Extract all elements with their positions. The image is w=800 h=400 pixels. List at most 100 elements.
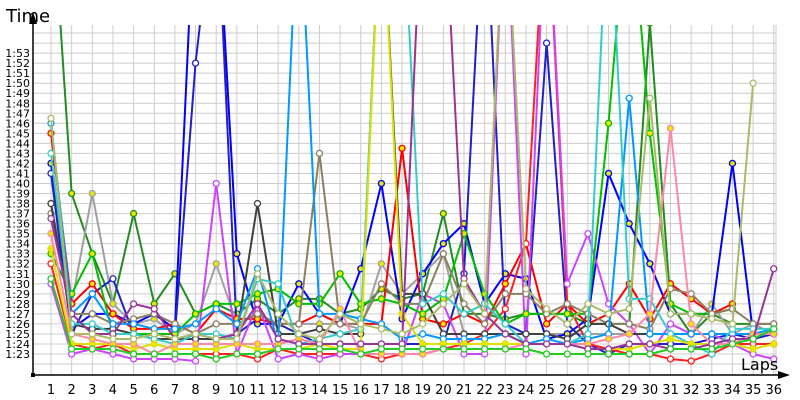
data-point [584, 229, 592, 238]
data-point [377, 295, 386, 303]
y-tick-label: 1:26 [5, 318, 30, 331]
data-point [233, 350, 241, 358]
y-tick-label: 1:36 [5, 218, 30, 231]
y-tick-label: 1:30 [5, 278, 30, 291]
data-point [295, 345, 303, 353]
y-tick-label: 1:34 [5, 238, 30, 251]
data-point [419, 330, 427, 338]
data-point [315, 355, 324, 363]
y-tick-label: 1:25 [5, 328, 30, 341]
y-tick-label: 1:38 [5, 198, 30, 211]
data-point [191, 320, 200, 328]
data-point [233, 250, 241, 258]
data-point [460, 310, 468, 318]
data-point [274, 280, 282, 288]
x-tick-label: 23 [497, 383, 514, 398]
origin-marker [31, 373, 35, 377]
x-tick-label: 6 [150, 383, 158, 398]
data-point [191, 340, 200, 348]
y-tick-label: 1:33 [5, 248, 30, 261]
x-tick-label: 18 [394, 383, 411, 398]
data-point [377, 325, 386, 333]
data-point [439, 320, 448, 328]
series-line [50, 25, 774, 341]
data-point [542, 320, 551, 328]
data-point [212, 260, 220, 268]
data-point [770, 355, 778, 363]
data-point [171, 335, 179, 343]
data-point [212, 335, 220, 343]
x-tick-label: 35 [745, 383, 762, 398]
data-point [253, 340, 262, 348]
data-point [109, 275, 117, 283]
data-point [357, 320, 365, 328]
x-tick-label: 27 [580, 383, 597, 398]
x-tick-label: 33 [704, 383, 721, 398]
data-point [419, 320, 427, 328]
data-point [109, 335, 117, 343]
data-point [666, 124, 675, 132]
y-tick-label: 1:53 [5, 47, 30, 60]
y-tick-label: 1:32 [5, 258, 30, 271]
data-point [708, 330, 716, 338]
y-tick-label: 1:40 [5, 177, 30, 190]
data-point [336, 345, 344, 353]
data-point [150, 340, 158, 348]
data-point [749, 335, 757, 343]
data-point [728, 340, 737, 348]
x-axis-title: Laps [741, 355, 778, 374]
y-tick-label: 1:46 [5, 117, 30, 130]
data-point [419, 310, 427, 318]
data-point [542, 305, 551, 313]
data-point [708, 315, 716, 323]
data-point [522, 345, 530, 353]
x-tick-label: 10 [229, 383, 246, 398]
data-point [625, 320, 633, 328]
y-tick-label: 1:41 [5, 167, 30, 180]
data-point [666, 310, 675, 318]
y-tick-label: 1:35 [5, 228, 30, 241]
data-point [604, 350, 613, 358]
y-tick-label: 1:37 [5, 208, 30, 221]
data-point [88, 189, 96, 198]
x-tick-label: 31 [662, 383, 679, 398]
data-point [501, 305, 509, 313]
x-tick-label: 11 [249, 383, 266, 398]
data-point [480, 345, 489, 353]
data-point [687, 330, 695, 338]
data-point [542, 350, 551, 358]
data-point [233, 335, 241, 343]
data-point [749, 79, 757, 87]
data-point [439, 240, 448, 248]
x-tick-label: 26 [559, 383, 576, 398]
data-point [625, 305, 633, 313]
data-point [398, 144, 406, 153]
data-point [295, 280, 303, 288]
data-point [336, 330, 344, 338]
y-tick-label: 1:42 [5, 157, 30, 170]
data-point [419, 345, 427, 353]
data-point [253, 310, 262, 318]
data-point [687, 345, 695, 353]
data-point [604, 119, 613, 127]
data-point [604, 169, 613, 178]
data-point [315, 310, 324, 318]
y-tick-label: 1:51 [5, 67, 30, 80]
y-tick-label: 1:39 [5, 188, 30, 201]
data-point [666, 355, 675, 363]
data-point [274, 335, 282, 343]
data-point [315, 149, 324, 158]
y-tick-label: 1:31 [5, 268, 30, 281]
data-point [460, 280, 468, 288]
data-point [398, 330, 406, 338]
data-point [47, 149, 55, 158]
x-tick-label: 4 [109, 383, 117, 398]
y-tick-label: 1:44 [5, 137, 30, 150]
data-point [212, 179, 220, 188]
data-point [191, 357, 200, 365]
x-tick-label: 14 [311, 383, 328, 398]
data-point [191, 330, 200, 338]
data-point [68, 330, 76, 338]
data-point [315, 345, 324, 353]
